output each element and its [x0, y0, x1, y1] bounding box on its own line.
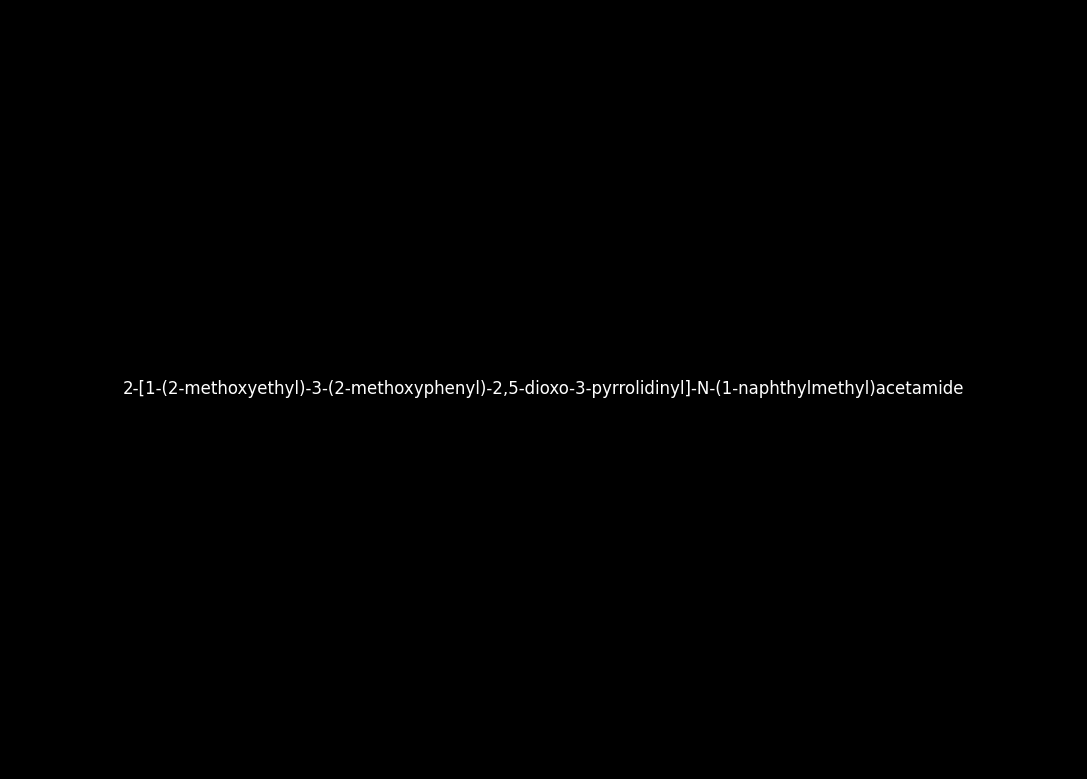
Text: 2-[1-(2-methoxyethyl)-3-(2-methoxyphenyl)-2,5-dioxo-3-pyrrolidinyl]-N-(1-naphthy: 2-[1-(2-methoxyethyl)-3-(2-methoxyphenyl…: [123, 380, 964, 399]
